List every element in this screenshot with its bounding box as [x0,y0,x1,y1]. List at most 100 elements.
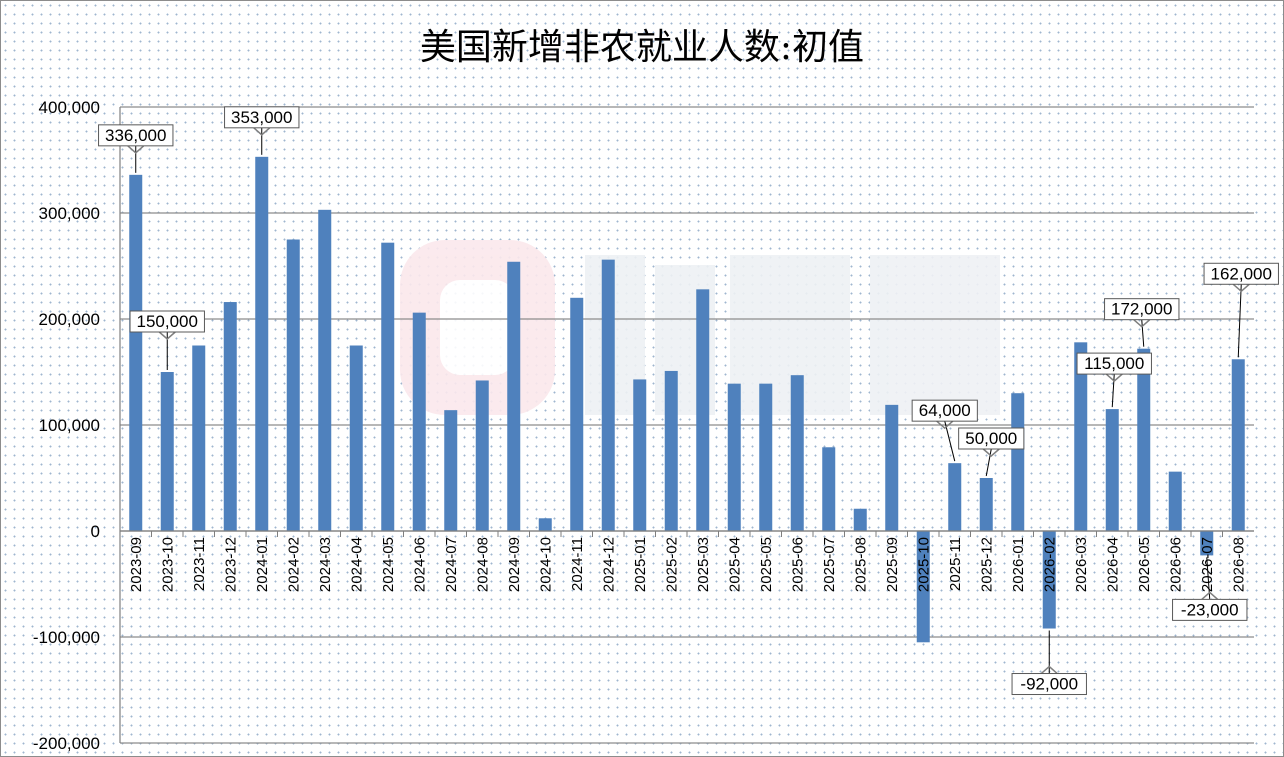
bar-2025-04 [727,383,741,531]
bar-2024-10 [538,518,552,531]
y-tick-label: -100,000 [33,628,100,647]
x-tick-label: 2023-12 [222,537,239,592]
data-label-leader [1237,284,1242,358]
data-label-box [911,399,978,422]
bar-2026-06 [1168,471,1182,531]
chevron-icon [1201,591,1219,600]
bar-2024-03 [318,209,332,531]
bar-2025-12 [979,478,993,531]
bar-2024-11 [570,297,584,531]
bar-2024-04 [349,345,363,531]
chevron-icon [1040,665,1058,675]
data-label-box [129,310,205,333]
data-label-box [1172,598,1248,621]
y-tick-label: 400,000 [39,98,100,117]
x-tick-label: 2025-08 [852,537,869,592]
bar-2025-11 [948,463,962,531]
bar-2024-01 [255,156,269,531]
data-label-text: 50,000 [965,429,1017,448]
data-label-2025-11: 64,000 [911,399,978,462]
bar-2024-02 [286,239,300,531]
y-tick-label: 100,000 [39,416,100,435]
data-label-text: -23,000 [1181,600,1239,619]
bar-2025-08 [853,508,867,531]
bar-2023-10 [160,372,174,531]
x-tick-label: 2024-09 [506,537,523,592]
bar-2023-12 [223,302,237,531]
bar-2023-11 [192,345,206,531]
bar-2026-07 [1200,531,1214,556]
bar-2025-10 [916,531,930,643]
y-tick-label: 300,000 [39,204,100,223]
data-label-leader [985,448,992,477]
x-tick-label: 2024-01 [254,537,271,592]
bar-2024-05 [381,242,395,531]
data-label-2026-05: 172,000 [1104,298,1180,347]
data-label-2024-01: 353,000 [224,106,300,155]
x-tick-label: 2025-03 [695,537,712,592]
data-label-leader [944,421,956,462]
y-tick-label: 200,000 [39,310,100,329]
data-label-2026-08: 162,000 [1203,262,1279,358]
chevron-icon [253,127,271,136]
x-tick-label: 2026-05 [1136,537,1153,592]
data-label-box [1076,352,1152,375]
x-tick-label: 2024-08 [474,537,491,592]
x-tick-label: 2024-03 [317,537,334,592]
data-label-box [98,124,174,147]
data-label-text: 336,000 [105,126,166,145]
bar-2024-07 [444,410,458,531]
x-tick-label: 2024-04 [348,537,365,592]
y-tick-label: 0 [91,522,100,541]
data-label-text: 353,000 [231,108,292,127]
x-tick-label: 2026-04 [1104,537,1121,592]
x-tick-label: 2025-01 [632,537,649,592]
x-tick-label: 2024-07 [443,537,460,592]
x-tick-label: 2025-06 [789,537,806,592]
data-label-text: -92,000 [1020,675,1078,694]
data-label-leader [1111,374,1115,408]
x-tick-label: 2025-07 [821,537,838,592]
x-tick-label: 2024-11 [569,537,586,591]
chart-title: 美国新增非农就业人数:初值 [419,27,865,68]
bar-2024-12 [601,259,615,531]
data-label-box [1104,298,1180,321]
y-tick-label: -200,000 [33,734,100,753]
x-tick-label: 2026-01 [1010,537,1027,592]
x-tick-label: 2024-10 [537,537,554,592]
x-tick-label: 2023-10 [159,537,176,592]
x-tick-label: 2026-02 [1041,537,1058,592]
x-tick-label: 2025-05 [758,537,775,592]
bar-2024-09 [507,261,521,531]
bar-2025-09 [885,404,899,531]
data-label-text: 172,000 [1111,300,1172,319]
x-tick-label: 2025-11 [947,537,964,591]
x-tick-label: 2026-06 [1167,537,1184,592]
bar-2026-05 [1137,348,1151,531]
x-tick-label: 2024-12 [600,537,617,592]
x-tick-label: 2025-12 [978,537,995,592]
x-tick-label: 2025-09 [884,537,901,592]
data-label-leader [1141,319,1145,347]
x-tick-label: 2024-05 [380,537,397,592]
bar-2025-05 [759,383,773,531]
chevron-icon [982,448,1000,457]
bar-2026-01 [1011,393,1025,531]
chevron-icon [158,331,176,340]
bar-2025-03 [696,289,710,531]
bar-2024-06 [412,312,426,531]
data-label-2023-09: 336,000 [98,124,174,173]
bar-2025-07 [822,447,836,531]
data-label-2026-04: 115,000 [1076,352,1152,408]
data-label-text: 150,000 [137,312,198,331]
data-label-2025-12: 50,000 [958,427,1025,477]
data-label-box [224,106,300,129]
x-tick-label: 2023-09 [128,537,145,592]
data-label-text: 64,000 [919,401,971,420]
x-tick-label: 2024-02 [285,537,302,592]
data-label-text: 115,000 [1084,354,1144,373]
bar-2026-08 [1231,359,1245,531]
data-label-2026-07: -23,000 [1172,557,1248,621]
bar-2026-03 [1074,342,1088,531]
